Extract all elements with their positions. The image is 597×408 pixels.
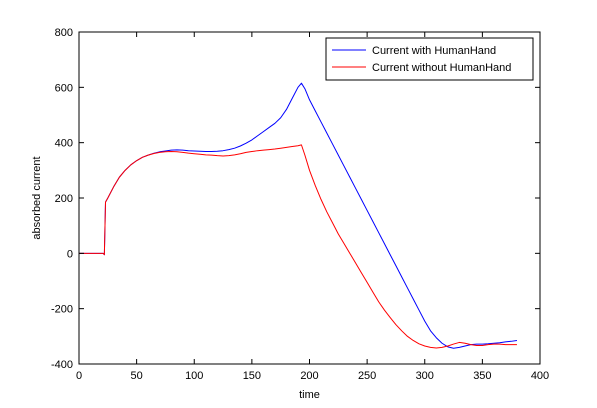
x-tick-label: 100 [185, 370, 203, 382]
y-tick-label: -200 [51, 304, 73, 316]
plot-area [79, 32, 540, 364]
y-tick-label: 600 [55, 82, 73, 94]
y-tick-label: 800 [55, 27, 73, 39]
legend-label-1: Current with HumanHand [372, 45, 496, 57]
y-tick-label: -400 [51, 359, 73, 371]
x-tick-label: 0 [76, 370, 82, 382]
x-tick-label: 200 [300, 370, 318, 382]
x-axis: 0 50 100 150 200 250 300 350 400 [76, 32, 549, 382]
y-axis: -400 -200 0 200 400 600 800 [51, 27, 540, 371]
legend: Current with HumanHand Current without Hu… [325, 37, 534, 81]
y-tick-label: 200 [55, 193, 73, 205]
legend-label-2: Current without HumanHand [372, 62, 511, 74]
x-tick-label: 150 [243, 370, 261, 382]
y-axis-label: absorbed current [31, 156, 43, 239]
y-tick-label: 400 [55, 138, 73, 150]
y-tick-label: 0 [67, 248, 73, 260]
series-layer [79, 82, 518, 349]
x-tick-label: 300 [416, 370, 434, 382]
x-tick-label: 50 [131, 370, 143, 382]
series-line-2 [79, 144, 517, 349]
legend-box [325, 37, 534, 81]
x-tick-label: 400 [531, 370, 549, 382]
x-tick-label: 250 [358, 370, 376, 382]
x-axis-label: time [299, 389, 320, 401]
x-tick-label: 350 [473, 370, 491, 382]
